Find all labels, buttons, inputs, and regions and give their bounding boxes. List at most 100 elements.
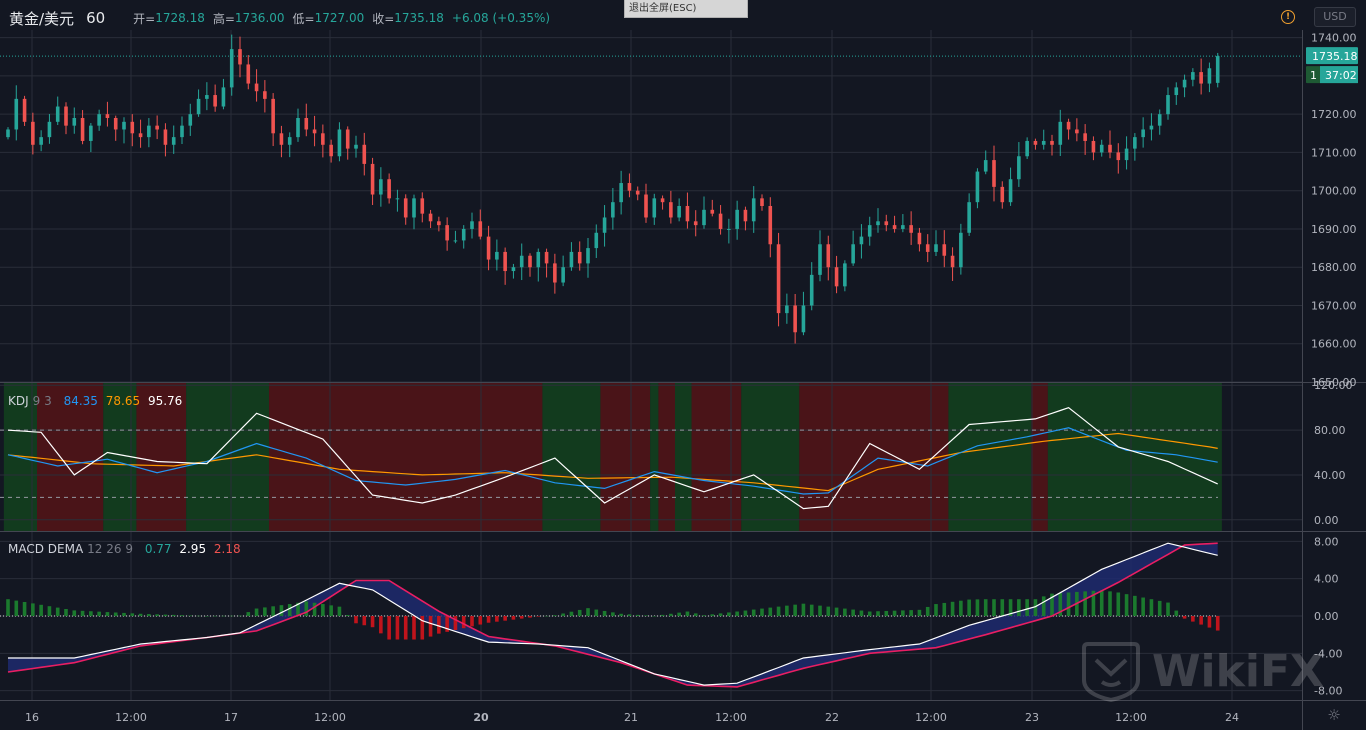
macd-hist-bar (768, 607, 773, 616)
candle-body (892, 225, 897, 229)
candle-body (437, 221, 441, 226)
macd-hist-bar (942, 602, 947, 616)
macd-hist-bar (851, 609, 855, 616)
price-axis-tick: 1740.00 (1311, 32, 1357, 45)
macd-hist-bar (221, 615, 226, 617)
macd-hist-bar (437, 616, 441, 634)
candle-body (445, 225, 449, 241)
candle-body (188, 114, 193, 126)
wikifx-logo-icon (1082, 642, 1140, 702)
macd-name[interactable]: MACD DEMA (8, 542, 84, 556)
symbol-name[interactable]: 黄金/美元 (9, 9, 75, 28)
macd-hist-bar (975, 599, 980, 616)
macd-hist-bar (635, 614, 640, 616)
candle-body (660, 198, 665, 203)
candle-body (785, 305, 789, 314)
candle-body (246, 64, 251, 84)
macd-hist-bar (1083, 591, 1087, 616)
candle-body (702, 209, 706, 226)
candle-body (901, 225, 905, 229)
macd-histogram (6, 590, 1220, 640)
macd-hist-bar (64, 609, 68, 616)
close-label: 收= (372, 11, 395, 26)
macd-hist-bar (1041, 596, 1046, 616)
candle-body (362, 144, 367, 164)
macd-signal-value: 2.18 (213, 542, 241, 556)
candle-body (967, 202, 971, 233)
kdj-legend: KDJ 9 3 84.35 78.65 95.76 (8, 394, 186, 408)
kdj-d-value: 78.65 (105, 394, 141, 408)
macd-hist-bar (1116, 592, 1121, 616)
macd-hist-bar (934, 604, 938, 616)
macd-hist-bar (171, 614, 176, 616)
macd-hist-bar (428, 616, 433, 637)
kdj-bg-region-11 (691, 383, 742, 531)
macd-hist-bar (246, 612, 251, 616)
candle-body (403, 198, 408, 218)
candle-body (760, 198, 764, 206)
candle-body (1133, 137, 1137, 149)
candle-body (1000, 186, 1005, 203)
macd-hist-bar (992, 599, 996, 616)
candle-body (420, 198, 425, 214)
kdj-name[interactable]: KDJ (8, 394, 29, 408)
macd-hist-bar (652, 616, 657, 617)
time-axis-label: 17 (224, 711, 238, 724)
macd-line (8, 542, 1218, 686)
candle-body (669, 202, 673, 218)
macd-hist-bar (1182, 616, 1187, 619)
macd-hist-bar (727, 612, 731, 616)
candle-body (519, 255, 524, 268)
macd-hist-bar (370, 616, 375, 628)
kdj-axis-tick: 40.00 (1314, 469, 1346, 482)
candle-body (428, 213, 433, 222)
macd-hist-bar (354, 616, 358, 624)
candle-body (395, 198, 400, 200)
candle-body (809, 274, 814, 306)
warning-icon[interactable]: ! (1281, 10, 1295, 24)
kdj-k-value: 84.35 (63, 394, 98, 408)
candle-body (279, 133, 284, 145)
settings-gear-icon[interactable]: ☼ (1327, 706, 1341, 724)
low-value: 1727.00 (314, 11, 365, 25)
candle-body (1124, 148, 1129, 161)
candle-body (1099, 144, 1104, 153)
candle-body (122, 121, 126, 130)
candle-body (14, 98, 19, 130)
currency-button[interactable]: USD (1314, 7, 1356, 27)
macd-hist-bar (1017, 599, 1021, 616)
macd-hist-bar (279, 605, 284, 616)
macd-hist-bar (445, 616, 449, 632)
exit-fullscreen-button[interactable]: 退出全屏(ESC) (624, 0, 748, 18)
macd-hist-bar (843, 608, 847, 616)
candle-body (64, 106, 68, 126)
candle-body (1008, 179, 1013, 203)
macd-hist-bar (569, 611, 574, 616)
candle-body (818, 244, 822, 275)
candle-body (47, 121, 52, 138)
macd-hist-bar (809, 604, 814, 616)
macd-hist-bar (619, 613, 623, 616)
macd-hist-bar (155, 614, 159, 616)
candle-body (569, 251, 574, 268)
candle-body (337, 129, 342, 157)
macd-hist-bar (553, 615, 557, 616)
candle-body (180, 125, 184, 138)
chart-header: 黄金/美元 60 开= 1728.18 高= 1736.00 低= 1727.0… (0, 6, 558, 30)
macd-hist-bar (1191, 616, 1195, 622)
timeframe-label[interactable]: 60 (86, 9, 106, 27)
macd-hist-bar (138, 613, 143, 616)
candle-body (1207, 68, 1212, 84)
macd-hist-bar (876, 611, 880, 616)
candle-body (793, 305, 797, 333)
candle-body (1166, 95, 1170, 115)
low-label: 低= (292, 11, 315, 26)
candle-body (379, 179, 383, 195)
macd-hist-bar (1091, 590, 1096, 616)
candle-body (39, 137, 43, 145)
candle-body (975, 171, 980, 203)
candle-body (983, 160, 988, 172)
candle-body (1066, 121, 1071, 130)
macd-hist-bar (586, 608, 590, 616)
